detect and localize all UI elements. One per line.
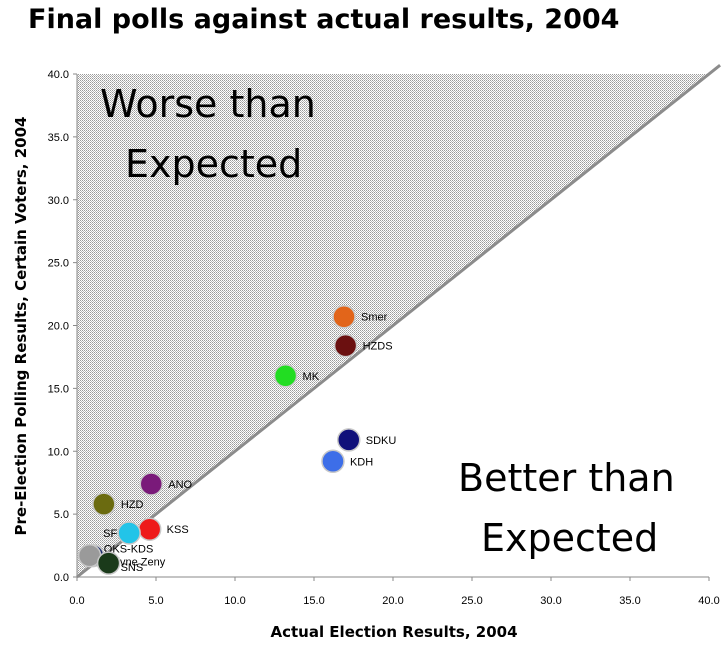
y-tick-label: 40.0 (48, 69, 69, 81)
point-label: SF (103, 528, 117, 540)
x-tick-label: 25.0 (461, 595, 482, 607)
y-tick-label: 5.0 (54, 509, 69, 521)
better-region-label-line2: Expected (481, 516, 658, 560)
point-ano (139, 472, 164, 496)
point-kss (137, 517, 162, 541)
y-tick-label: 10.0 (48, 446, 69, 458)
point-sns (96, 551, 121, 575)
x-tick-label: 30.0 (540, 595, 561, 607)
point-sdku (337, 428, 361, 452)
point-label: MK (303, 371, 320, 383)
plot-area: 0.0 5.0 10.0 15.0 20.0 25.0 30.0 35.0 40.0 0.0 5.0… (48, 64, 721, 607)
point-label: ANO (168, 479, 192, 491)
point-sf (117, 521, 141, 545)
point-hzd (92, 492, 116, 516)
point-hzds (333, 333, 358, 358)
y-tick-label: 20.0 (48, 321, 69, 333)
x-tick-label: 15.0 (303, 595, 324, 607)
worse-region-label-line1: Worse than (100, 82, 316, 126)
x-tick-label: 0.0 (69, 595, 84, 607)
y-tick-label: 35.0 (48, 132, 69, 144)
y-axis-label: Pre-Election Polling Results, Certain Vo… (12, 117, 30, 536)
point-label: SNS (121, 562, 144, 574)
reference-line (76, 64, 721, 579)
point-label: KDH (350, 456, 373, 468)
point-smer (332, 304, 356, 329)
x-axis-label: Actual Election Results, 2004 (270, 623, 517, 641)
point-label: SDKU (366, 435, 397, 447)
data-points: SmerHZDSMKSDKUKDHANOHZDKSSSFOKS-KDSAktiv… (77, 304, 397, 575)
y-tick-label: 15.0 (48, 383, 69, 395)
x-tick-label: 5.0 (148, 595, 163, 607)
point-label: OKS-KDS (104, 544, 154, 556)
point-kdh (321, 449, 345, 474)
x-tick-label: 40.0 (698, 595, 719, 607)
x-tick-label: 20.0 (382, 595, 403, 607)
chart-title: Final polls against actual results, 2004 (28, 4, 619, 35)
y-tick-label: 30.0 (48, 195, 69, 207)
x-tick-label: 10.0 (224, 595, 245, 607)
point-label: KSS (167, 524, 189, 536)
point-label: HZDS (363, 341, 393, 353)
x-tick-label: 35.0 (619, 595, 640, 607)
point-mk (273, 364, 298, 388)
y-tick-label: 25.0 (48, 258, 69, 270)
worse-region-label-line2: Expected (125, 142, 302, 186)
point-label: HZD (121, 499, 144, 511)
y-tick-label: 0.0 (54, 572, 69, 584)
point-label: Smer (361, 312, 388, 324)
better-region-label-line1: Better than (458, 456, 675, 500)
